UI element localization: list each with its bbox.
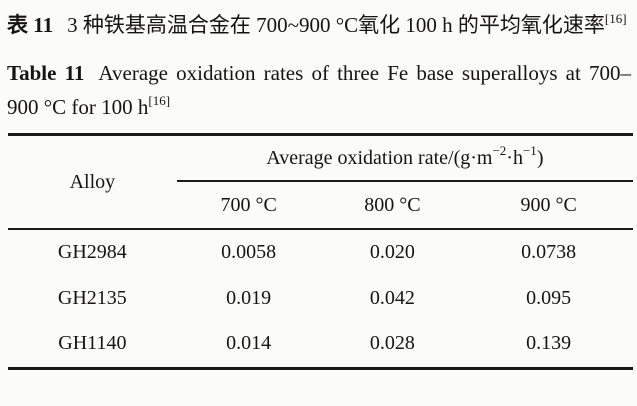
caption-english-label: Table 11 bbox=[7, 61, 85, 85]
oxidation-rate-table: Alloy Average oxidation rate/(g·m−2·h−1)… bbox=[8, 133, 633, 370]
reference-superscript: [16] bbox=[604, 11, 627, 26]
caption-chinese-label: 表 11 bbox=[7, 13, 54, 37]
caption-english-text: Average oxidation rates of three Fe base… bbox=[7, 61, 631, 119]
rate-unit-exponent: −2 bbox=[492, 142, 507, 158]
column-header-700c: 700 °C bbox=[176, 181, 321, 230]
table-header-row-group: Alloy Average oxidation rate/(g·m−2·h−1) bbox=[8, 134, 633, 230]
column-header-900c: 900 °C bbox=[464, 181, 633, 230]
table-header-row-temps: 700 °C 800 °C 900 °C bbox=[8, 181, 633, 230]
table-row: GH2984 0.0058 0.020 0.0738 bbox=[8, 229, 633, 276]
column-header-800c: 800 °C bbox=[320, 181, 465, 230]
caption-chinese: 表 11 3 种铁基高温合金在 700~900 °C氧化 100 h 的平均氧化速… bbox=[7, 8, 631, 42]
cell-rate-900c: 0.139 bbox=[526, 332, 572, 355]
reference-superscript: [16] bbox=[148, 93, 171, 108]
column-header-alloy: Alloy bbox=[8, 134, 177, 230]
rate-unit-exponent: −1 bbox=[522, 142, 537, 158]
caption-chinese-text: 3 种铁基高温合金在 700~900 °C氧化 100 h 的平均氧化速率 bbox=[67, 13, 605, 37]
cell-rate-900c: 0.095 bbox=[526, 286, 572, 309]
column-header-rate-group: Average oxidation rate/(g·m−2·h−1) bbox=[176, 134, 633, 182]
rate-unit-prefix: Average oxidation rate/(g·m bbox=[266, 146, 493, 169]
table-row: GH1140 0.014 0.028 0.139 bbox=[8, 321, 633, 368]
cell-rate-700c: 0.0058 bbox=[221, 241, 277, 264]
cell-rate-800c: 0.020 bbox=[369, 241, 415, 264]
cell-rate-700c: 0.014 bbox=[226, 332, 272, 355]
cell-rate-700c: 0.019 bbox=[226, 286, 272, 309]
cell-rate-800c: 0.042 bbox=[369, 286, 415, 309]
cell-alloy: GH2984 bbox=[57, 241, 127, 264]
table-row: GH2135 0.019 0.042 0.095 bbox=[8, 276, 633, 322]
caption-english: Table 11 Average oxidation rates of three… bbox=[7, 56, 631, 124]
rate-unit-mid: ·h bbox=[506, 146, 523, 169]
cell-alloy: GH1140 bbox=[58, 332, 127, 355]
cell-rate-800c: 0.028 bbox=[369, 332, 415, 355]
rate-unit-suffix: ) bbox=[536, 146, 544, 169]
cell-rate-900c: 0.0738 bbox=[521, 241, 577, 264]
cell-alloy: GH2135 bbox=[57, 286, 127, 309]
